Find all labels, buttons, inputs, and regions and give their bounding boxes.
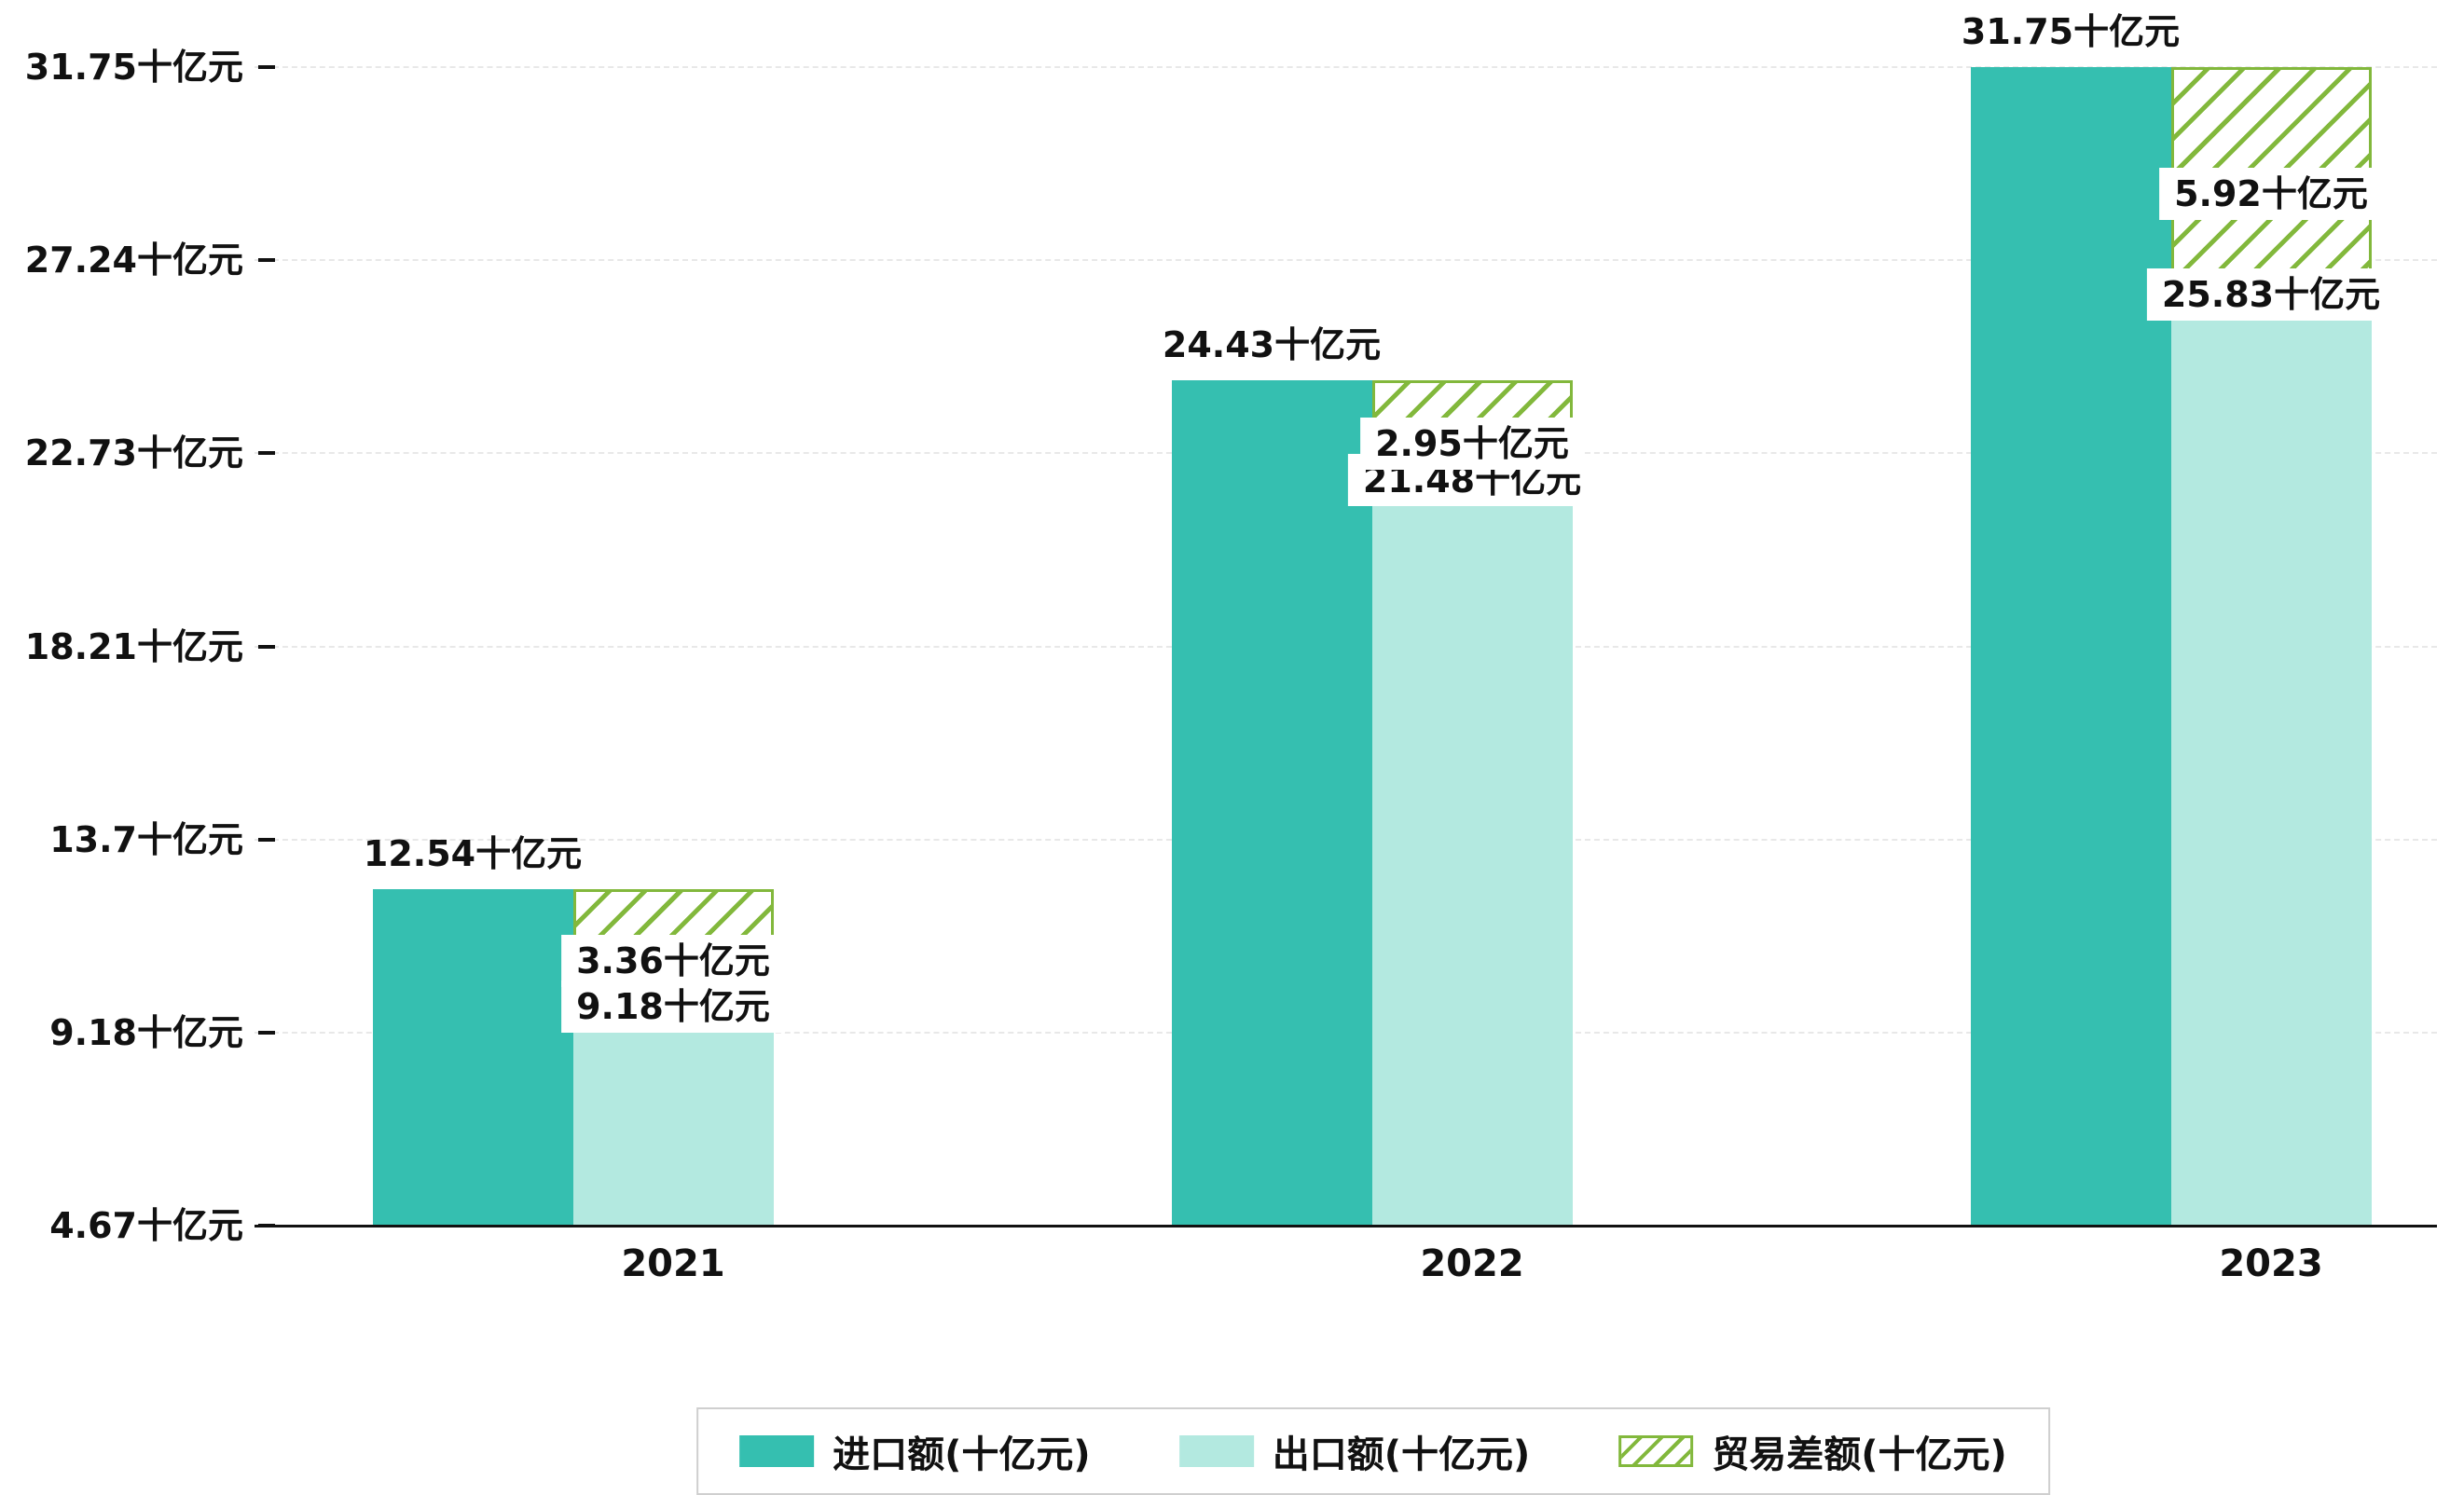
y-tick-mark [258, 65, 275, 69]
export-bar [2170, 320, 2372, 1226]
import-bar [372, 888, 573, 1226]
trade-balance-hatch-swatch [1618, 1435, 1694, 1467]
legend-item-trade-balance: 贸易差额(十亿元) [1618, 1424, 2007, 1478]
import-value-label: 31.75十亿元 [1961, 11, 2181, 52]
trade-balance-value-label: 3.36十亿元 [561, 934, 785, 987]
export-value-label: 9.18十亿元 [561, 980, 785, 1033]
y-tick-mark [258, 1030, 275, 1035]
x-tick-label: 2021 [621, 1242, 725, 1285]
trade-balance-value-label: 5.92十亿元 [2159, 167, 2383, 220]
legend-label-export: 出口额(十亿元) [1272, 1433, 1531, 1476]
y-tick-label: 4.67十亿元 [49, 1205, 243, 1246]
y-tick-label: 18.21十亿元 [24, 625, 243, 667]
legend-item-import: 进口额(十亿元) [739, 1424, 1091, 1478]
y-tick-label: 22.73十亿元 [24, 432, 243, 474]
y-tick-label: 27.24十亿元 [24, 240, 243, 281]
gridline [255, 66, 2437, 68]
legend: 进口额(十亿元) 出口额(十亿元) 贸易差额(十亿元) [696, 1407, 2050, 1495]
export-value-label: 25.83十亿元 [2146, 267, 2396, 321]
y-tick-mark [258, 258, 275, 262]
gridline [255, 259, 2437, 261]
y-tick-label: 9.18十亿元 [49, 1011, 243, 1053]
y-tick-mark [258, 837, 275, 842]
x-axis-line [255, 1225, 2437, 1228]
y-tick-label: 13.7十亿元 [49, 818, 243, 860]
export-color-swatch [1178, 1435, 1254, 1467]
y-tick-mark [258, 451, 275, 456]
export-bar [572, 1032, 774, 1226]
x-tick-label: 2023 [2219, 1242, 2323, 1285]
export-bar [1371, 506, 1573, 1226]
y-tick-label: 31.75十亿元 [24, 47, 243, 88]
legend-label-trade-balance: 贸易差额(十亿元) [1712, 1433, 2007, 1476]
x-tick-label: 2022 [1420, 1242, 1524, 1285]
trade-balance-value-label: 2.95十亿元 [1360, 417, 1584, 470]
import-bar [1171, 379, 1372, 1226]
legend-label-import: 进口额(十亿元) [833, 1433, 1091, 1476]
import-value-label: 12.54十亿元 [363, 832, 583, 874]
import-bar [1970, 67, 2171, 1226]
legend-item-export: 出口额(十亿元) [1178, 1424, 1531, 1478]
import-value-label: 24.43十亿元 [1162, 323, 1382, 365]
import-color-swatch [739, 1435, 815, 1467]
y-tick-mark [258, 644, 275, 649]
